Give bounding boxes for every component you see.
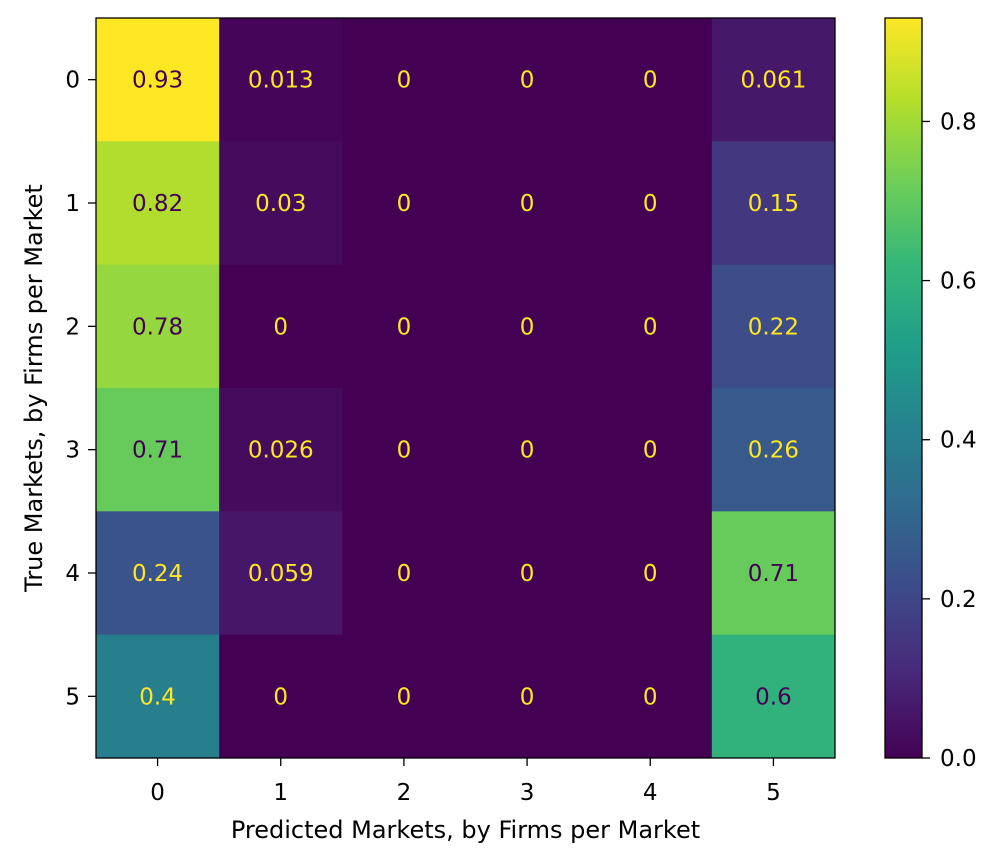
heatmap-cell (711, 634, 836, 759)
cell-value-label: 0 (520, 68, 535, 94)
cell-value-label: 0 (520, 314, 535, 340)
cell-value-label: 0 (397, 561, 412, 587)
heatmap-cell (96, 18, 220, 142)
colorbar-tick-label: 0.4 (940, 428, 977, 454)
cell-value-label: 0.059 (248, 561, 314, 587)
x-tick-label: 2 (397, 780, 412, 806)
heatmap-cell (588, 388, 713, 512)
colorbar (884, 17, 923, 759)
heatmap-cell (342, 264, 466, 389)
heatmap-cell (342, 511, 466, 636)
cell-value-label: 0.71 (132, 438, 183, 464)
x-tick-label: 3 (520, 780, 535, 806)
x-tick-label: 1 (273, 780, 288, 806)
cell-value-label: 0.4 (139, 684, 176, 710)
y-tick-label: 3 (65, 438, 80, 464)
heatmap-cell (96, 388, 220, 512)
heatmap-cell (711, 388, 836, 512)
cell-value-label: 0 (520, 684, 535, 710)
heatmap-cell (711, 511, 836, 636)
cell-value-label: 0 (520, 438, 535, 464)
heatmap-cell (96, 141, 220, 266)
heatmap-cell (465, 264, 590, 389)
heatmap-cell (711, 141, 836, 266)
y-tick-label: 2 (65, 314, 80, 340)
colorbar-tick-label: 0.0 (940, 746, 977, 772)
colorbar-tick-label: 0.6 (940, 269, 977, 295)
heatmap-cell (219, 264, 343, 389)
heatmap-cell (588, 264, 713, 389)
heatmap-cell (96, 634, 220, 759)
cell-value-label: 0 (397, 314, 412, 340)
heatmap-cell (219, 388, 343, 512)
colorbar-tick-label: 0.2 (940, 587, 977, 613)
heatmap-cell (588, 511, 713, 636)
heatmap-cell (96, 264, 220, 389)
y-tick-label: 4 (65, 561, 80, 587)
heatmap-cell (588, 141, 713, 266)
cell-value-label: 0 (397, 438, 412, 464)
heatmap-cell (342, 388, 466, 512)
cell-value-label: 0 (520, 561, 535, 587)
x-tick-label: 0 (150, 780, 165, 806)
cell-value-label: 0.061 (740, 68, 806, 94)
cell-value-label: 0 (643, 314, 658, 340)
y-axis-ticks: 0 1 2 3 4 5 (65, 68, 96, 710)
heatmap-cells (96, 18, 836, 759)
cell-value-label: 0 (643, 68, 658, 94)
cell-value-label: 0.26 (748, 438, 799, 464)
heatmap-cell (96, 511, 220, 636)
cell-value-label: 0 (397, 684, 412, 710)
cell-value-label: 0 (643, 684, 658, 710)
cell-value-label: 0 (643, 561, 658, 587)
cell-value-label: 0.78 (132, 314, 183, 340)
heatmap-cell (711, 264, 836, 389)
y-axis-label: True Markets, by Firms per Market (20, 184, 48, 593)
cell-value-label: 0.24 (132, 561, 183, 587)
cell-value-label: 0.93 (132, 68, 183, 94)
heatmap-cell (465, 388, 590, 512)
cell-value-label: 0.6 (755, 684, 792, 710)
heatmap-cell (465, 634, 590, 759)
y-tick-label: 5 (65, 684, 80, 710)
y-tick-label: 1 (65, 191, 80, 217)
cell-value-label: 0.03 (255, 191, 306, 217)
heatmap-cell (588, 634, 713, 759)
heatmap-cell (711, 18, 836, 142)
heatmap-cell (219, 18, 343, 142)
x-axis-label: Predicted Markets, by Firms per Market (231, 816, 700, 844)
cell-value-label: 0.82 (132, 191, 183, 217)
heatmap-cell (219, 511, 343, 636)
colorbar-tick-label: 0.8 (940, 109, 977, 135)
cell-value-label: 0.15 (748, 191, 799, 217)
cell-value-label: 0.013 (248, 68, 314, 94)
cell-value-label: 0 (397, 191, 412, 217)
cell-value-label: 0.026 (248, 438, 314, 464)
colorbar-ticks: 0.0 0.2 0.4 0.6 0.8 (922, 109, 977, 772)
x-tick-label: 4 (643, 780, 658, 806)
cell-value-label: 0 (397, 68, 412, 94)
heatmap-cell (342, 18, 466, 142)
heatmap-cell (219, 634, 343, 759)
x-tick-label: 5 (766, 780, 781, 806)
heatmap-cell (219, 141, 343, 266)
cell-value-label: 0.22 (748, 314, 799, 340)
cell-value-labels: 0.93 0.013 0 0 0 0.061 0.82 0.03 0 0 0 0.15 0.78 0 0 0 0… (132, 68, 806, 711)
cell-value-label: 0 (643, 438, 658, 464)
x-axis-ticks: 0 1 2 3 4 5 (150, 758, 781, 806)
heatmap-cell (465, 511, 590, 636)
cell-value-label: 0.71 (748, 561, 799, 587)
plot-frame (95, 17, 836, 759)
heatmap-cell (342, 634, 466, 759)
heatmap-cell (465, 18, 590, 142)
cell-value-label: 0 (520, 191, 535, 217)
cell-value-label: 0 (273, 684, 288, 710)
y-tick-label: 0 (65, 68, 80, 94)
heatmap-cell (342, 141, 466, 266)
heatmap-cell (465, 141, 590, 266)
cell-value-label: 0 (643, 191, 658, 217)
heatmap-cell (588, 18, 713, 142)
cell-value-label: 0 (273, 314, 288, 340)
